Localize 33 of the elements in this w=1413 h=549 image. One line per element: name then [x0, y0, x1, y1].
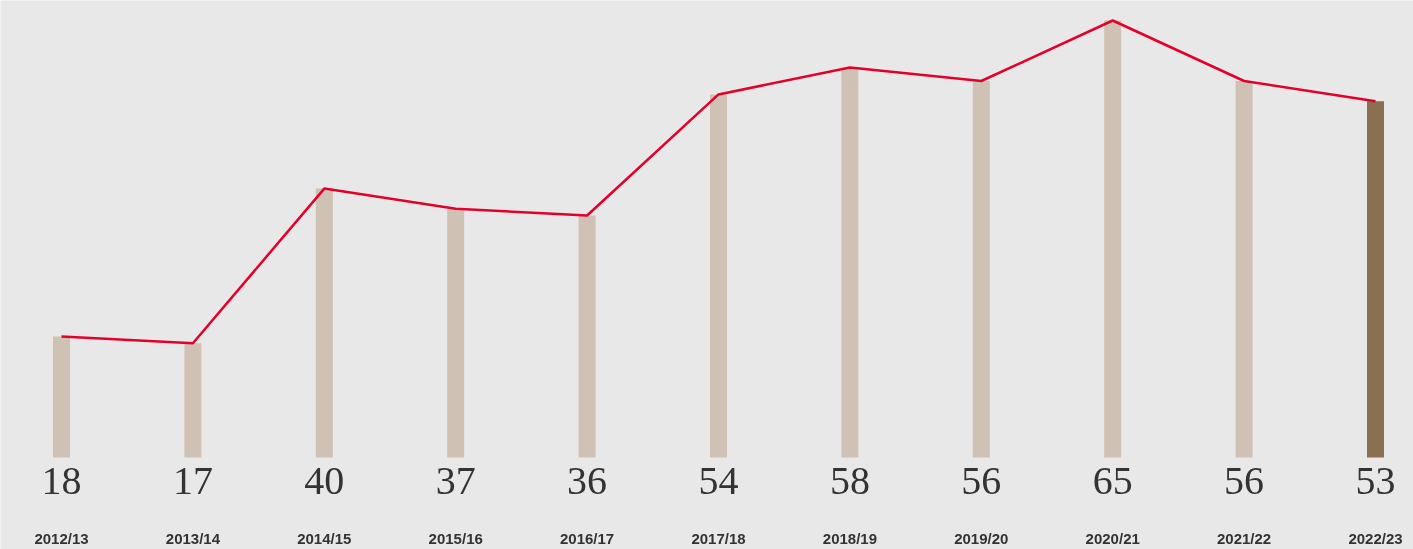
bar — [1235, 81, 1253, 458]
bar — [1367, 101, 1384, 458]
bar — [710, 94, 727, 458]
x-tick-label: 2021/22 — [1216, 529, 1272, 547]
data-label: 56 — [1224, 457, 1265, 503]
data-label: 65 — [1092, 457, 1133, 503]
data-label: 36 — [567, 457, 608, 503]
bar — [184, 343, 202, 458]
data-label: 18 — [41, 457, 82, 503]
bar — [315, 188, 333, 458]
x-tick-label: 2019/20 — [954, 529, 1009, 547]
bar — [841, 67, 859, 458]
data-label: 56 — [961, 457, 1002, 503]
x-tick-label: 2022/23 — [1348, 529, 1403, 547]
data-label: 40 — [304, 457, 345, 503]
data-label: 58 — [829, 457, 870, 503]
data-label: 17 — [172, 457, 213, 503]
x-tick-label: 2015/16 — [428, 529, 483, 547]
bar — [1104, 20, 1122, 458]
bar — [53, 336, 70, 458]
x-tick-label: 2016/17 — [559, 529, 615, 547]
bar — [447, 208, 465, 458]
x-tick-label: 2017/18 — [691, 529, 746, 547]
data-label: 53 — [1355, 457, 1396, 503]
x-tick-label: 2018/19 — [822, 529, 878, 547]
x-tick-label: 2020/21 — [1085, 529, 1140, 547]
x-tick-label: 2012/13 — [34, 529, 89, 547]
bar — [578, 215, 596, 458]
x-tick-label: 2013/14 — [165, 529, 221, 547]
x-tick-label: 2014/15 — [297, 529, 352, 547]
data-label: 37 — [435, 457, 476, 503]
bar — [972, 81, 990, 458]
data-label: 54 — [698, 457, 739, 503]
